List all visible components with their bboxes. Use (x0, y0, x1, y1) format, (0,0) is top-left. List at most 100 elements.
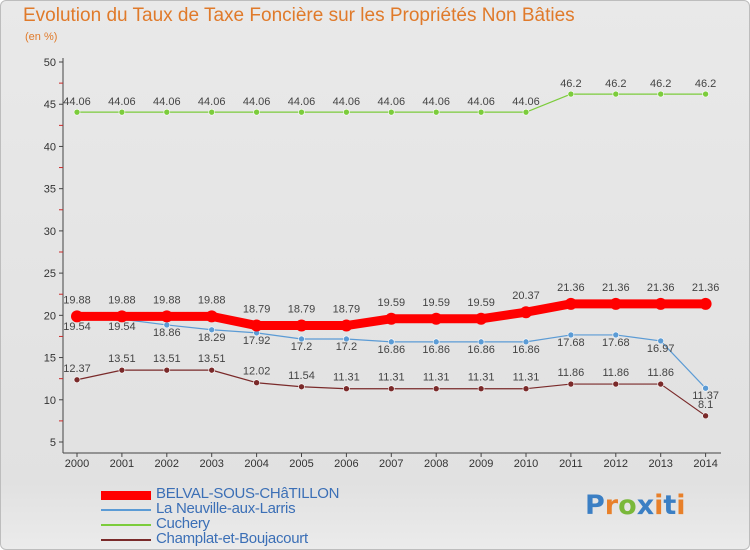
data-point (430, 312, 443, 325)
data-label: 18.79 (288, 304, 316, 316)
data-label: 21.36 (602, 282, 630, 294)
legend-item: Cuchery (101, 515, 401, 532)
x-tick-label: 2009 (469, 458, 493, 470)
legend-swatch (101, 490, 151, 500)
data-label: 44.06 (243, 96, 271, 108)
logo-letter: o (618, 490, 637, 521)
legend-label: Champlat-et-Boujacourt (156, 530, 308, 547)
data-label: 11.86 (558, 367, 585, 379)
x-tick-label: 2001 (110, 458, 134, 470)
legend-swatch (101, 509, 151, 511)
x-tick-label: 2013 (648, 458, 672, 470)
data-point (250, 319, 263, 332)
data-point (160, 310, 173, 323)
data-point (208, 366, 215, 374)
y-tick-label: 15 (44, 353, 56, 365)
data-label: 18.29 (198, 332, 226, 344)
y-tick-label: 5 (50, 437, 56, 449)
data-point (654, 297, 667, 310)
data-point (477, 385, 485, 393)
data-label: 16.86 (378, 344, 406, 356)
data-label: 44.06 (198, 96, 226, 108)
data-point (118, 108, 126, 116)
data-point (343, 385, 350, 393)
data-label: 44.06 (512, 96, 540, 108)
data-point (609, 297, 622, 310)
x-tick-label: 2003 (199, 458, 223, 470)
data-label: 11.86 (602, 367, 629, 379)
legend-swatch (101, 524, 151, 526)
data-point (118, 366, 126, 374)
legend-label: Cuchery (156, 515, 210, 532)
data-label: 46.2 (560, 78, 581, 90)
data-point (432, 338, 440, 346)
logo-letter: P (585, 490, 605, 521)
data-label: 44.06 (108, 96, 136, 108)
data-point (522, 338, 530, 346)
y-axis-unit-label: (en %) (25, 31, 58, 43)
data-label: 19.54 (63, 321, 91, 333)
data-point (343, 108, 350, 116)
data-label: 13.51 (108, 353, 136, 365)
legend: BELVAL-SOUS-CHâTILLON La Neuville-aux-Lar… (101, 486, 401, 547)
x-tick-label: 2005 (289, 458, 313, 470)
data-point (657, 337, 665, 345)
data-point (115, 310, 128, 323)
legend-item: BELVAL-SOUS-CHâTILLON (101, 486, 401, 502)
data-point (477, 338, 485, 346)
data-label: 17.2 (291, 341, 312, 353)
data-point (208, 108, 215, 116)
data-label: 11.31 (513, 372, 540, 384)
x-tick-label: 2012 (604, 458, 628, 470)
data-point (567, 331, 575, 339)
data-label: 44.06 (153, 96, 181, 108)
x-tick-label: 2008 (424, 458, 448, 470)
data-label: 12.02 (243, 366, 271, 378)
data-label: 11.86 (647, 367, 674, 379)
data-label: 17.92 (243, 335, 271, 347)
data-label: 46.2 (695, 78, 716, 90)
data-label: 11.31 (378, 372, 405, 384)
data-point (612, 331, 620, 339)
y-tick-label: 50 (44, 57, 56, 69)
data-label: 19.88 (63, 294, 91, 306)
data-label: 13.51 (198, 353, 226, 365)
data-label: 19.59 (422, 297, 450, 309)
data-label: 19.59 (467, 297, 495, 309)
data-point (387, 108, 395, 116)
data-point (612, 380, 620, 388)
data-label: 17.68 (557, 337, 585, 349)
data-label: 44.06 (63, 96, 91, 108)
data-point (253, 379, 260, 387)
logo-letter: r (604, 490, 619, 521)
data-label: 16.97 (647, 343, 675, 355)
data-label: 19.88 (198, 294, 226, 306)
x-tick-label: 2006 (334, 458, 358, 470)
data-label: 19.88 (153, 294, 181, 306)
data-point (343, 335, 350, 343)
legend-swatch (101, 539, 151, 541)
data-label: 21.36 (557, 282, 585, 294)
x-tick-label: 2002 (155, 458, 179, 470)
data-point (567, 380, 575, 388)
data-point (73, 108, 81, 116)
data-label: 16.86 (512, 344, 540, 356)
data-point (71, 310, 83, 323)
y-tick-label: 45 (44, 99, 56, 111)
data-point (163, 366, 171, 374)
data-point (208, 326, 215, 334)
data-point (432, 385, 440, 393)
data-label: 44.06 (467, 96, 495, 108)
legend-item: La Neuville-aux-Larris (101, 501, 401, 517)
data-label: 11.31 (468, 372, 495, 384)
data-point (702, 90, 709, 98)
y-tick-label: 35 (44, 184, 56, 196)
logo-letter: x (636, 490, 655, 521)
y-tick-label: 10 (44, 395, 56, 407)
data-label: 46.2 (650, 78, 671, 90)
proxiti-logo: Proxiti (585, 490, 686, 521)
data-point (520, 306, 532, 319)
x-tick-label: 2014 (693, 458, 717, 470)
data-point (298, 108, 305, 116)
